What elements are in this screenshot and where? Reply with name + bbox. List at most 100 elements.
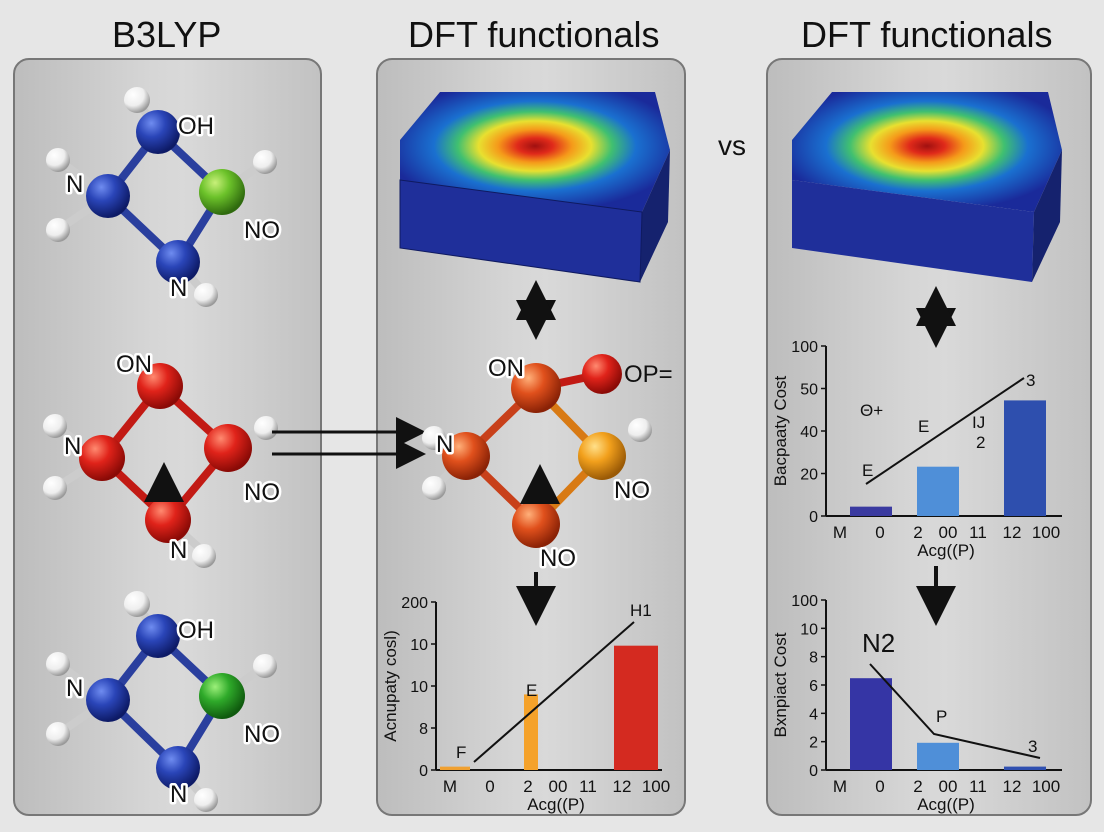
oxygen-atom [582,354,622,394]
label-n: N [66,171,83,198]
trend-line [865,377,1025,485]
hydrogen-atom [422,426,446,450]
y-tick-label: 0 [809,763,818,780]
label-n: N [170,781,187,808]
hydrogen-atom [43,414,67,438]
bar [1004,766,1046,770]
x-tick-label: 11 [969,777,987,796]
molecule-top: OH N NO N [46,87,283,307]
orange-atom [578,432,626,480]
x-tick-label: 12 [1003,523,1022,542]
nitrogen-atom [136,614,180,658]
hydrogen-atom [46,652,70,676]
bar [917,742,959,770]
molecule-center: ON OP= N NO NO [422,353,673,575]
annotation-label: E [918,417,929,436]
oxygen-atom [442,432,490,480]
label-n: N [170,275,187,302]
hydrogen-atom [194,788,218,812]
annotation-label: Θ+ [860,401,883,420]
nitrogen-atom [86,678,130,722]
label-no: NO [244,217,280,244]
bar [1004,400,1046,516]
x-tick-label: 00 [939,777,958,796]
annotation-label: F [456,743,466,762]
molecule-bottom: OH N NO N [46,591,283,812]
annotation-label: IJ [972,413,985,432]
x-tick-label: 11 [579,777,597,796]
annotation-label: E [862,461,873,480]
molecule-middle: ON N NO N [43,349,283,568]
x-tick-label: M [833,523,847,542]
nitrogen-atom [86,174,130,218]
label-no: NO [244,479,280,506]
vs-label: vs [718,130,746,161]
title-b3lyp: B3LYP [112,14,222,55]
y-tick-label: 0 [809,509,818,526]
oxygen-atom [79,435,125,481]
hydrogen-atom [46,218,70,242]
nitrogen-atom [156,746,200,790]
x-tick-label: 12 [613,777,632,796]
label-n: N [64,433,81,460]
oxygen-atom [137,363,183,409]
label-n: N [436,431,453,458]
hydrogen-atom [124,87,150,113]
x-tick-label: 2 [913,777,922,796]
y-tick-label: 4 [809,706,818,723]
oxygen-atom [511,363,561,413]
bar [850,506,892,516]
label-on: ON [488,355,524,382]
bar [614,645,658,770]
oxygen-atom [204,424,252,472]
label-n: N [66,675,83,702]
hydrogen-atom [254,416,278,440]
y-tick-label: 10 [800,621,818,638]
y-tick-label: 40 [800,424,818,441]
y-axis-label: Bacpaaty Cost [771,375,790,486]
y-tick-label: 8 [419,721,428,738]
y-tick-label: 20 [800,467,818,484]
y-tick-label: 6 [809,678,818,695]
x-tick-label: 00 [939,523,958,542]
hydrogen-atom [253,150,277,174]
label-oh: OH [178,617,214,644]
hydrogen-atom [192,544,216,568]
green-atom [199,169,245,215]
label-no: NO [614,477,650,504]
bar [917,466,959,516]
hydrogen-atom [46,148,70,172]
oxygen-atom [512,500,560,548]
nitrogen-atom [136,110,180,154]
annotation-label: 3 [1026,371,1035,390]
x-tick-label: 0 [485,777,494,796]
hydrogen-atom [46,722,70,746]
x-tick-label: M [833,777,847,796]
y-tick-label: 10 [410,679,428,696]
density-block-middle [399,92,670,283]
x-tick-label: M [443,777,457,796]
nitrogen-atom [156,240,200,284]
hydrogen-atom [124,591,150,617]
trend-line [869,663,1041,759]
x-tick-label: 00 [549,777,568,796]
y-tick-label: 100 [791,339,818,356]
x-tick-label: 11 [969,523,987,542]
label-op: OP= [624,361,673,388]
title-dft-functionals-right: DFT functionals [801,14,1053,55]
density-block-right [792,92,1062,282]
x-axis-label: Acg((P) [917,795,975,814]
x-axis-label: Acg((P) [527,795,585,814]
hydrogen-atom [628,418,652,442]
label-on: ON [116,351,152,378]
hydrogen-atom [422,476,446,500]
label-n: N [170,537,187,564]
annotation-label: 2 [976,433,985,452]
annotation-label: 3 [1028,737,1037,756]
annotation-label: N2 [862,628,895,658]
x-tick-label: 100 [1032,523,1060,542]
y-tick-label: 100 [791,593,818,610]
y-tick-label: 10 [410,637,428,654]
